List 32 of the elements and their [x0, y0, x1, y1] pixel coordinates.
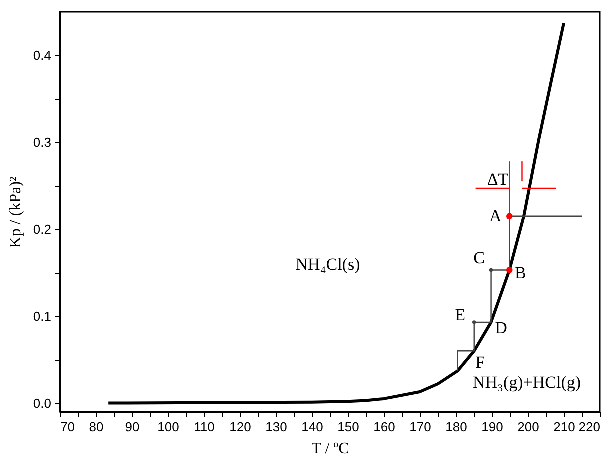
- x-tick-label: 220: [578, 420, 600, 434]
- x-tick-label: 70: [60, 420, 75, 434]
- x-tick-label: 180: [446, 420, 468, 434]
- annotation: A: [490, 206, 502, 226]
- annotation: B: [514, 263, 526, 282]
- x-tick-label: 210: [554, 420, 576, 434]
- x-tick-label: 120: [230, 420, 252, 434]
- x-tick-label: 160: [374, 420, 396, 434]
- annotation: D: [495, 318, 508, 338]
- annotation: ΔT: [487, 170, 510, 189]
- x-tick-label: 100: [158, 420, 180, 434]
- x-axis-title: T / ºC: [312, 440, 350, 458]
- y-tick-label: 0.0: [33, 396, 52, 411]
- y-axis-title: Kp / (kPa)²: [7, 176, 24, 248]
- x-tick-label: 140: [302, 420, 324, 434]
- y-tick-label: 0.2: [33, 222, 52, 237]
- y-tick-label: 0.3: [33, 134, 52, 150]
- x-tick-label: 110: [194, 420, 215, 434]
- annotation: NH₃(g)+HCl(g): [472, 373, 582, 392]
- y-tick-label: 0.1: [33, 308, 52, 324]
- x-tick-label: 80: [89, 420, 104, 434]
- annotation: E: [455, 305, 466, 324]
- x-tick-label: 90: [125, 420, 140, 434]
- x-tick-label: 170: [410, 420, 432, 434]
- x-tick-label: 150: [338, 420, 360, 434]
- x-tick-label: 200: [518, 420, 540, 434]
- y-tick-label: 0.4: [33, 48, 52, 63]
- x-tick-label: 130: [266, 420, 288, 434]
- x-tick-label: 190: [482, 420, 504, 434]
- annotation: NH₄Cl(s): [296, 255, 360, 274]
- annotation: F: [476, 353, 486, 372]
- annotation: C: [474, 248, 485, 268]
